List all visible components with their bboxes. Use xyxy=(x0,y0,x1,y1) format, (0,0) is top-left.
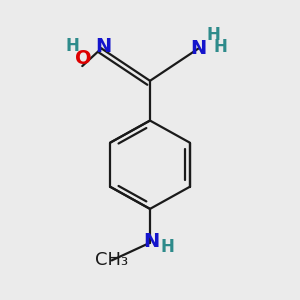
Text: O: O xyxy=(75,49,92,68)
Text: CH₃: CH₃ xyxy=(95,251,128,269)
Text: N: N xyxy=(95,38,111,56)
Text: N: N xyxy=(190,39,207,58)
Text: H: H xyxy=(161,238,175,256)
Text: H: H xyxy=(206,26,220,44)
Text: N: N xyxy=(143,232,160,251)
Text: H: H xyxy=(65,37,79,55)
Text: H: H xyxy=(214,38,228,56)
